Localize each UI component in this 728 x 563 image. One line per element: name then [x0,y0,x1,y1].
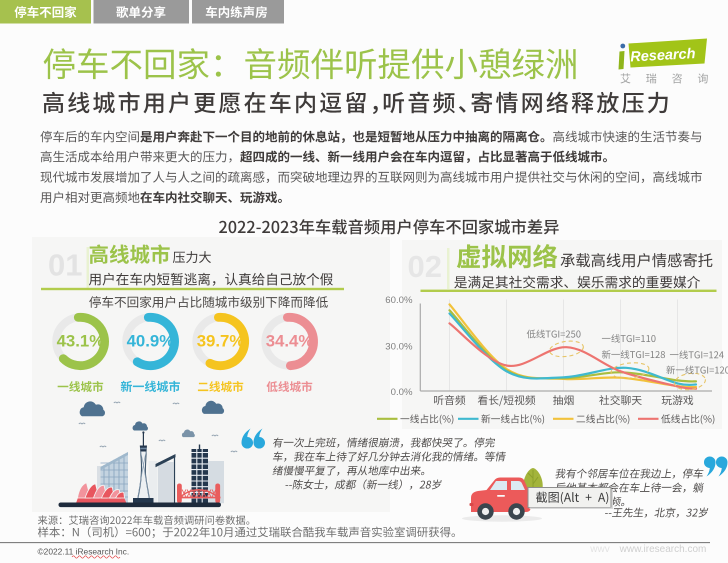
svg-text:wwv: wwv [589,544,609,555]
svg-text:©2022.11 iResearch Inc.: ©2022.11 iResearch Inc. [38,547,130,557]
svg-text:01: 01 [48,248,82,283]
svg-text:60.0%: 60.0% [385,295,413,306]
svg-text:Research: Research [630,46,696,65]
svg-text:34.4%: 34.4% [266,331,314,350]
svg-text:43.1%: 43.1% [57,331,105,350]
svg-text:39.7%: 39.7% [197,331,245,350]
svg-text:30.0%: 30.0% [385,342,413,353]
svg-text:02: 02 [408,249,442,284]
svg-text:0.0%: 0.0% [391,387,413,398]
svg-text:40.9%: 40.9% [127,331,175,350]
svg-text:www.iresearch.com: www.iresearch.com [619,544,707,555]
